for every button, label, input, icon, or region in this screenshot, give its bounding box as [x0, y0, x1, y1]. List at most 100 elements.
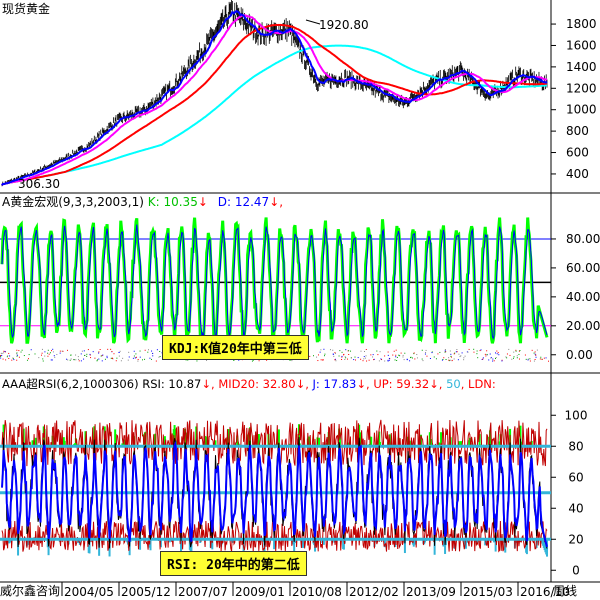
kdj-noise-dot	[70, 354, 72, 356]
rsi-y-tick-label: 20	[568, 532, 583, 546]
kdj-header: A黄金宏观(9,3,3,2003,1) K: 10.35↓ D: 12.47↓,	[2, 195, 284, 209]
kdj-noise-dot	[431, 351, 433, 353]
kdj-noise-dot	[73, 359, 75, 361]
kdj-noise-dot	[350, 357, 352, 359]
kdj-noise-dot	[463, 359, 465, 361]
price-y-tick-label: 1600	[566, 38, 597, 52]
kdj-noise-dot	[156, 349, 158, 351]
rsi-value: RSI: 10.87	[142, 377, 202, 391]
kdj-noise-dot	[113, 353, 115, 355]
kdj-noise-dot	[543, 357, 545, 359]
kdj-noise-dot	[494, 352, 496, 354]
kdj-noise-dot	[372, 356, 374, 358]
source-label: 威尔鑫咨询	[0, 584, 61, 598]
kdj-noise-dot	[357, 357, 359, 359]
kdj-noise-dot	[132, 357, 134, 359]
kdj-noise-dot	[78, 358, 80, 360]
kdj-noise-dot	[316, 356, 318, 358]
kdj-noise-dot	[252, 359, 254, 361]
kdj-noise-dot	[387, 351, 389, 353]
d-down-arrow-icon: ↓	[269, 195, 280, 209]
kdj-noise-dot	[421, 358, 423, 360]
kdj-noise-dot	[513, 356, 515, 358]
kdj-noise-dot	[403, 359, 405, 361]
kdj-noise-dot	[498, 354, 500, 356]
kdj-noise-dot	[425, 352, 427, 354]
kdj-noise-dot	[59, 352, 61, 354]
kdj-noise-dot	[448, 357, 450, 359]
kdj-noise-dot	[309, 355, 311, 357]
kdj-noise-dot	[547, 360, 549, 362]
kdj-noise-dot	[535, 356, 537, 358]
mid-down-arrow-icon: ↓	[295, 377, 306, 391]
kdj-noise-dot	[0, 356, 2, 358]
kdj-noise-dot	[238, 359, 240, 361]
kdj-indicator-name: A黄金宏观(9,3,3,2003,1)	[2, 195, 144, 209]
kdj-noise-dot	[437, 353, 439, 355]
kdj-noise-dot	[492, 358, 494, 360]
kdj-noise-dot	[400, 352, 402, 354]
kdj-y-tick-label: 20.00	[566, 319, 600, 333]
kdj-noise-dot	[118, 355, 120, 357]
rsi-ldn-value: LDN:	[468, 377, 496, 391]
kdj-noise-dot	[388, 357, 390, 359]
date-tick-label: 2007/07	[178, 585, 228, 599]
kdj-noise-dot	[141, 359, 143, 361]
kdj-noise-dot	[41, 354, 43, 356]
kdj-noise-dot	[334, 352, 336, 354]
kdj-noise-dot	[534, 358, 536, 360]
kdj-noise-dot	[324, 353, 326, 355]
kdj-noise-dot	[540, 356, 542, 358]
kdj-noise-dot	[8, 352, 10, 354]
date-tick-label: 2016/10	[520, 585, 570, 599]
kdj-noise-dot	[80, 353, 82, 355]
kdj-noise-dot	[137, 360, 139, 362]
kdj-noise-dot	[21, 349, 23, 351]
kdj-y-tick-label: 80.00	[566, 232, 600, 246]
kdj-noise-dot	[41, 348, 43, 350]
kdj-noise-dot	[441, 359, 443, 361]
kdj-noise-dot	[323, 355, 325, 357]
period-label: 周线	[553, 584, 578, 598]
kdj-noise-dot	[360, 350, 362, 352]
kdj-noise-dot	[486, 353, 488, 355]
price-y-tick-label: 1400	[566, 60, 597, 74]
kdj-noise-dot	[378, 360, 380, 362]
kdj-noise-dot	[387, 354, 389, 356]
kdj-noise-dot	[344, 356, 346, 358]
kdj-y-tick-label: 0.00	[566, 348, 593, 362]
kdj-noise-dot	[476, 353, 478, 355]
kdj-noise-dot	[13, 359, 15, 361]
kdj-noise-dot	[133, 355, 135, 357]
rsi-indicator-name: AAA超RSI(6,2,1000306)	[2, 377, 139, 391]
kdj-noise-dot	[435, 358, 437, 360]
kdj-noise-dot	[413, 353, 415, 355]
kdj-noise-dot	[320, 359, 322, 361]
kdj-noise-dot	[81, 350, 83, 352]
kdj-noise-dot	[44, 355, 46, 357]
kdj-noise-dot	[490, 356, 492, 358]
kdj-noise-dot	[455, 351, 457, 353]
kdj-noise-dot	[38, 357, 40, 359]
kdj-noise-dot	[3, 350, 5, 352]
kdj-noise-dot	[545, 357, 547, 359]
kdj-noise-dot	[534, 351, 536, 353]
kdj-noise-dot	[322, 359, 324, 361]
kdj-noise-dot	[492, 360, 494, 362]
kdj-noise-dot	[144, 349, 146, 351]
kdj-noise-dot	[1, 352, 3, 354]
kdj-noise-dot	[87, 349, 89, 351]
kdj-noise-dot	[54, 356, 56, 358]
kdj-noise-dot	[110, 348, 112, 350]
kdj-noise-dot	[353, 359, 355, 361]
kdj-noise-dot	[52, 351, 54, 353]
kdj-noise-dot	[539, 358, 541, 360]
kdj-noise-dot	[28, 354, 30, 356]
kdj-noise-dot	[453, 358, 455, 360]
kdj-noise-dot	[416, 357, 418, 359]
kdj-y-tick-label: 40.00	[566, 290, 600, 304]
kdj-noise-dot	[111, 357, 113, 359]
kdj-noise-dot	[100, 355, 102, 357]
